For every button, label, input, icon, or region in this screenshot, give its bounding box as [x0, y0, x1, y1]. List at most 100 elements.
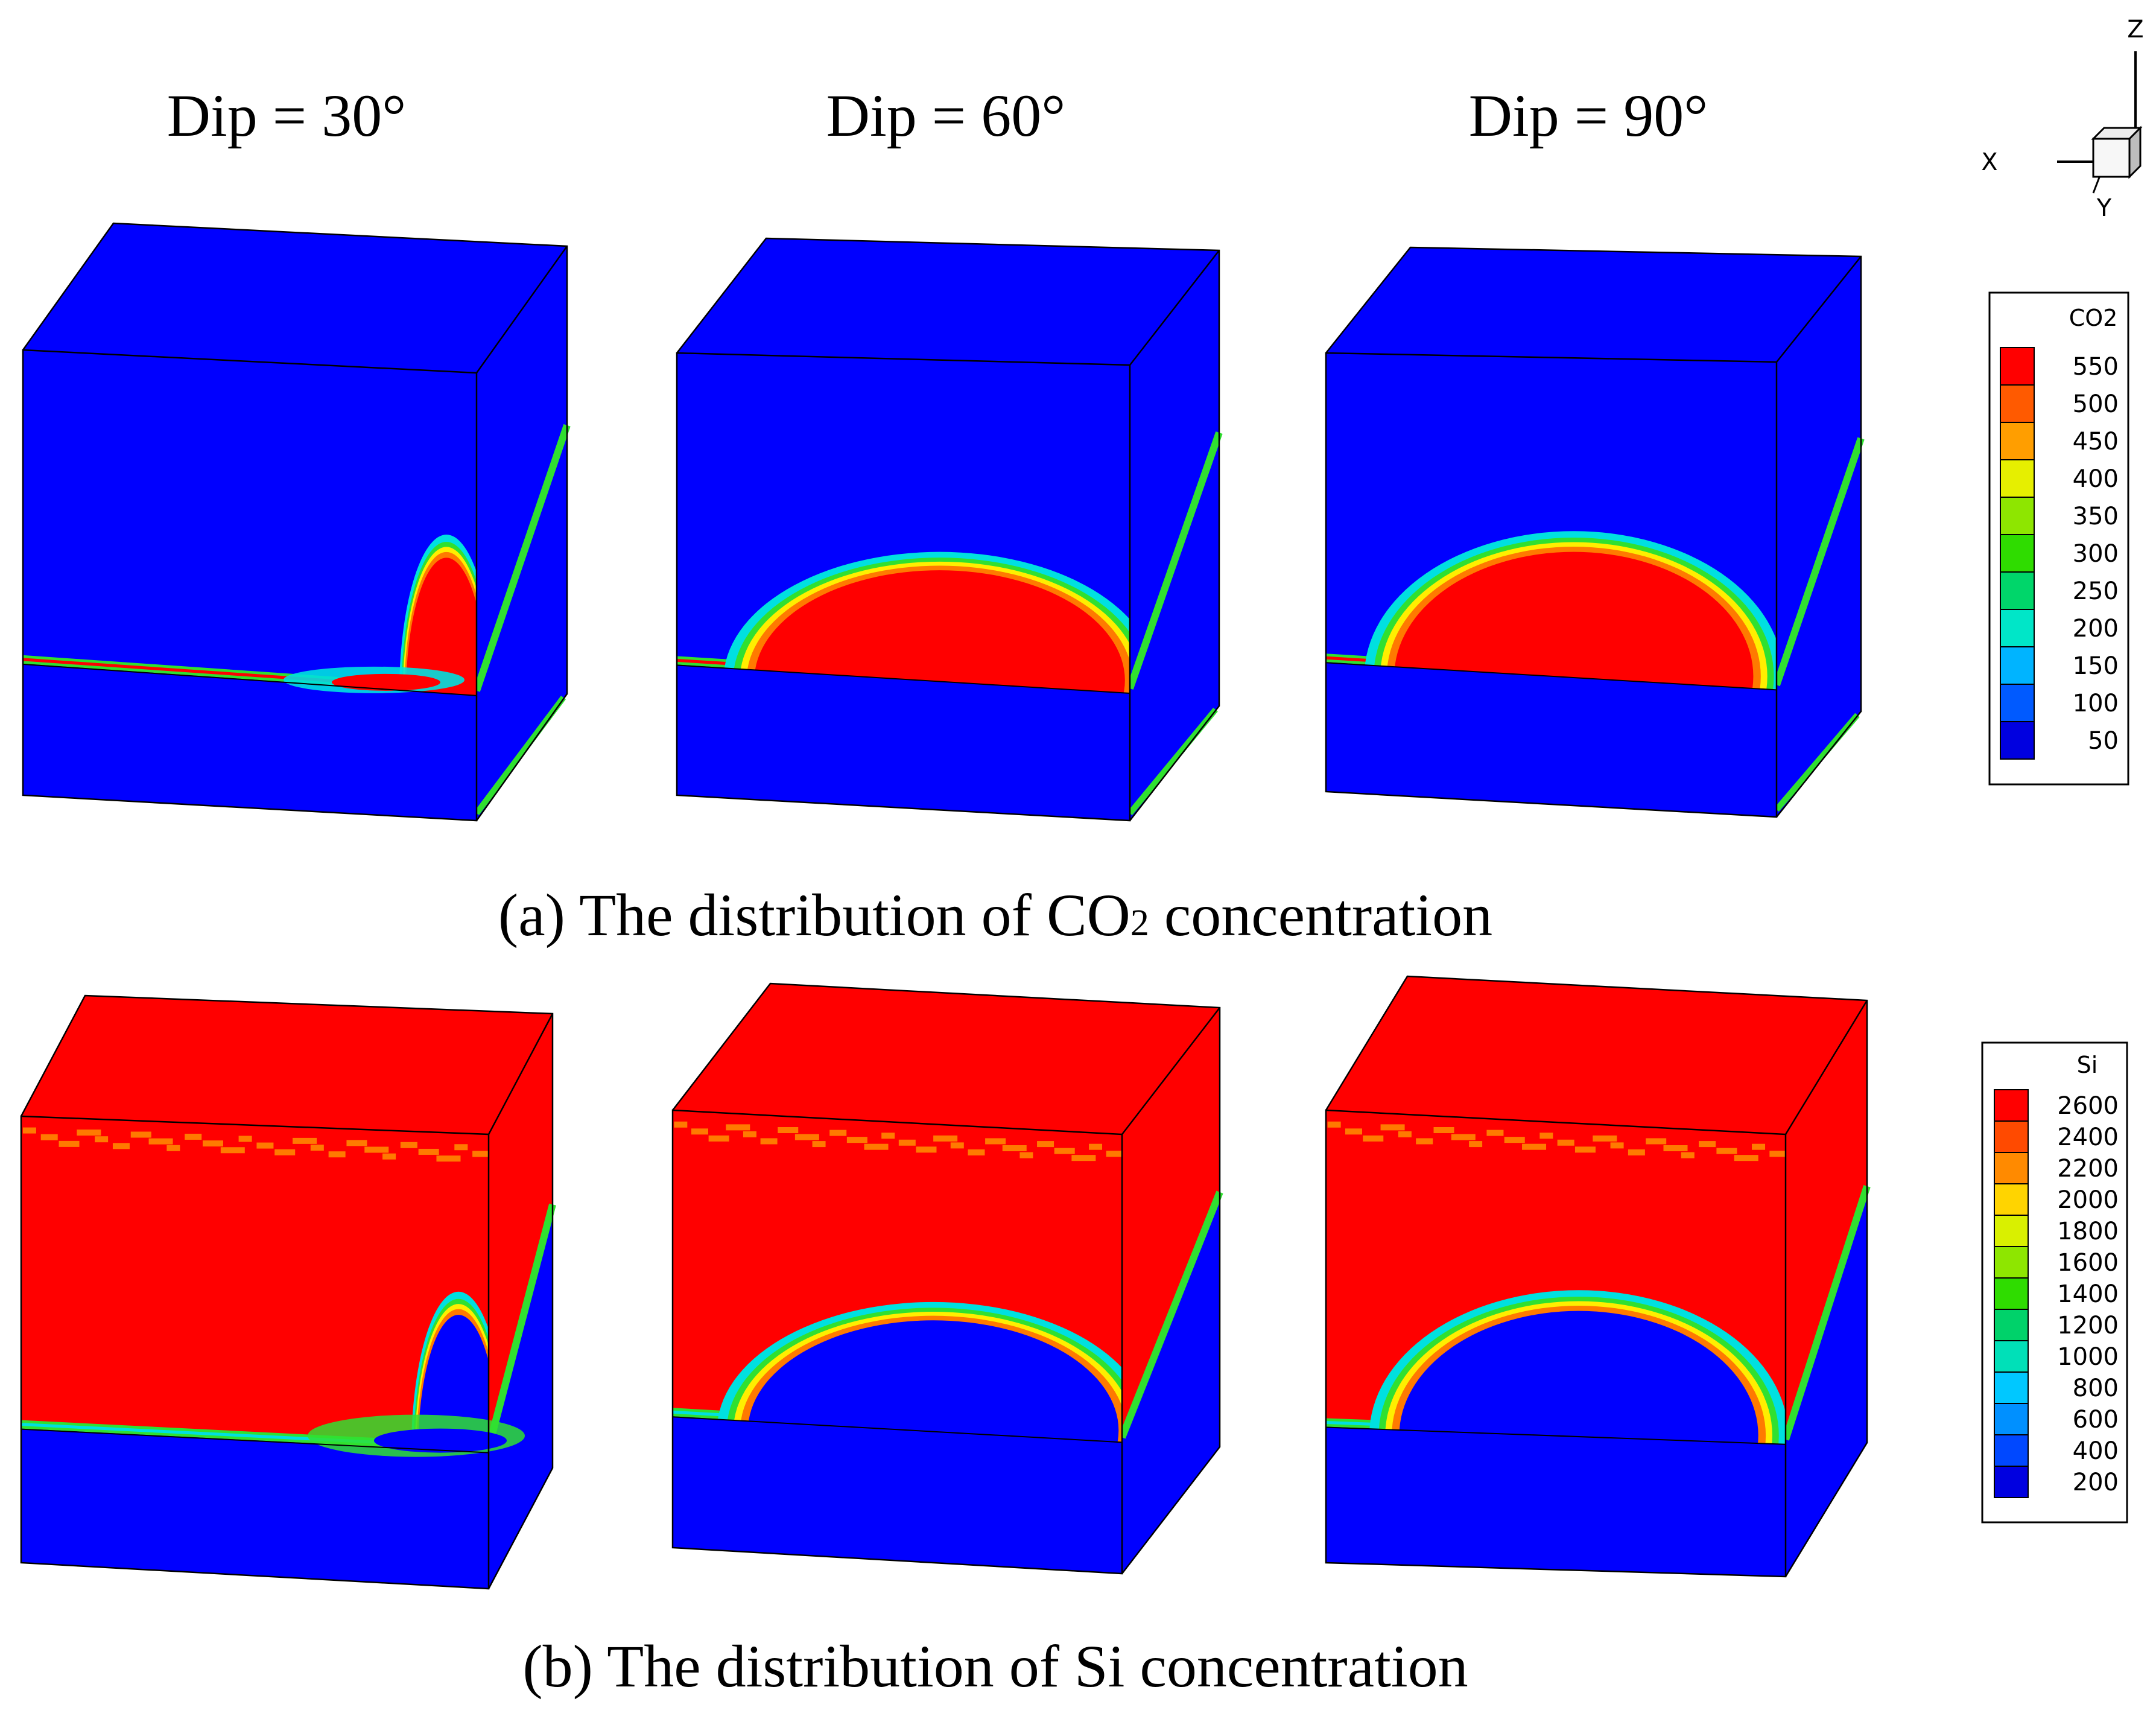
cube-lower-side — [1786, 1186, 1867, 1577]
legend-label: 100 — [2073, 690, 2119, 717]
legend-swatch — [1994, 1183, 2029, 1216]
caption-si: (b) The distribution of Si concentration — [522, 1633, 1468, 1700]
speckle — [1416, 1138, 1433, 1145]
cube-edge — [487, 1013, 554, 1135]
speckle — [1019, 1152, 1033, 1158]
speckle — [1469, 1141, 1483, 1148]
speckle — [293, 1137, 317, 1144]
legend-label: 2200 — [2057, 1155, 2119, 1183]
legend-swatch — [2000, 534, 2035, 573]
speckle — [454, 1144, 468, 1151]
cube-top-face — [677, 238, 1219, 365]
speckle — [743, 1131, 756, 1137]
speckle — [1363, 1135, 1384, 1142]
legend-swatch — [1994, 1309, 2029, 1341]
axis-label-z: Z — [2127, 16, 2143, 43]
legend-label: 2000 — [2057, 1186, 2119, 1214]
legend-swatch — [2000, 571, 2035, 610]
speckle — [812, 1141, 826, 1148]
legend-label: 200 — [2073, 615, 2119, 643]
legend-label: 150 — [2073, 652, 2119, 680]
speckle — [1557, 1139, 1574, 1146]
legend-title: Si — [2077, 1052, 2098, 1078]
speckle — [112, 1143, 130, 1149]
legend-label: 50 — [2088, 727, 2119, 755]
cube-si-dip-30 — [20, 994, 556, 1590]
legend-swatches: 550 500 450 400 350 300 250 200 150 100 50 — [2000, 347, 2119, 760]
legend-swatch — [2000, 497, 2035, 535]
speckle — [310, 1145, 324, 1151]
speckle — [22, 1127, 36, 1134]
fault-band-side — [1118, 1190, 1223, 1439]
cube-edge — [475, 246, 568, 373]
speckle — [1504, 1137, 1525, 1143]
cube-lower-side — [1130, 433, 1219, 821]
speckle — [166, 1145, 180, 1151]
legend-swatch — [1994, 1466, 2029, 1498]
speckle-band — [22, 1127, 489, 1162]
fault-edge — [1325, 1426, 1786, 1445]
legend-label: 300 — [2073, 540, 2119, 568]
speckle — [691, 1128, 708, 1135]
legend-swatch — [1994, 1277, 2029, 1310]
legend-swatch — [2000, 384, 2035, 423]
speckle — [1451, 1134, 1476, 1140]
speckle — [1610, 1142, 1624, 1149]
speckle — [1327, 1121, 1341, 1128]
plume-mask — [1326, 663, 1777, 817]
speckle — [881, 1133, 895, 1139]
speckle — [933, 1135, 958, 1142]
speckle — [40, 1134, 58, 1140]
axis-triad: Z X Y — [1981, 16, 2143, 222]
bottom-band-side — [474, 696, 566, 815]
cube-panels — [20, 222, 1871, 1590]
plume-mask — [23, 664, 477, 821]
speckle — [950, 1142, 964, 1149]
legend-swatch — [2000, 721, 2035, 760]
speckle — [1522, 1143, 1547, 1150]
legend-swatch — [1994, 1089, 2029, 1122]
speckle — [382, 1153, 396, 1160]
legend-label: 450 — [2073, 428, 2119, 456]
legend-swatch — [1994, 1215, 2029, 1247]
speckle — [778, 1127, 799, 1133]
plume — [23, 535, 477, 821]
speckle — [328, 1151, 346, 1158]
bottom-band-side — [1774, 713, 1860, 812]
cube-si-dip-90 — [1325, 975, 1871, 1578]
speckle — [274, 1149, 296, 1155]
legend-swatch — [2000, 459, 2035, 498]
speckle — [418, 1148, 439, 1155]
legend-swatch — [1994, 1434, 2029, 1467]
legend-label: 550 — [2073, 353, 2119, 381]
speckle — [130, 1131, 151, 1138]
fault-edge — [1325, 662, 1777, 691]
legend-swatch — [2000, 347, 2035, 386]
dip-title-90: Dip = 90° — [1469, 82, 1708, 149]
legend-swatch — [1994, 1340, 2029, 1373]
cube-edge — [1784, 1000, 1868, 1135]
cube-top-face — [1326, 976, 1867, 1134]
speckle — [898, 1139, 916, 1146]
plume-mask — [673, 1417, 1122, 1574]
fault-band-side — [1773, 437, 1865, 687]
plume-mask — [21, 1429, 489, 1589]
speckle — [968, 1149, 985, 1155]
cube-lower-side — [1777, 438, 1861, 817]
speckle — [1663, 1145, 1688, 1151]
fault-band-side — [473, 424, 571, 692]
legend-label: 500 — [2073, 390, 2119, 418]
fault-band-side — [485, 1203, 556, 1449]
speckle — [1433, 1127, 1454, 1133]
legend-swatch — [2000, 609, 2035, 647]
speckle — [436, 1155, 461, 1162]
cube-co2-dip-60 — [676, 237, 1223, 822]
speckle — [1037, 1141, 1054, 1148]
legend-label: 400 — [2073, 465, 2119, 493]
speckle — [59, 1140, 80, 1147]
cube-si-dip-60 — [671, 982, 1223, 1575]
cube-top-face — [21, 996, 553, 1134]
legend-swatch — [1994, 1246, 2029, 1279]
cube-top-face — [673, 984, 1220, 1134]
legend-swatch — [1994, 1371, 2029, 1404]
